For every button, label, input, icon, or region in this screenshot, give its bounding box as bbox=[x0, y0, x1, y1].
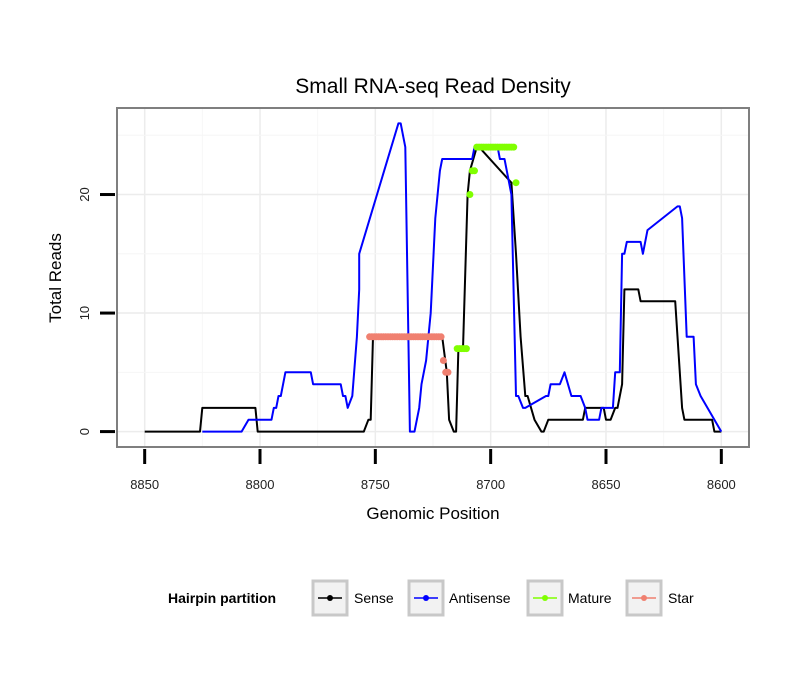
series-line-antisense bbox=[202, 122, 723, 433]
x-axis-title: Genomic Position bbox=[366, 504, 499, 523]
x-tick-label: 8650 bbox=[592, 477, 621, 492]
x-tick-label: 8800 bbox=[246, 477, 275, 492]
legend-label-antisense: Antisense bbox=[449, 590, 511, 606]
series-layer bbox=[144, 122, 723, 433]
plot-border bbox=[116, 107, 750, 448]
series-point-mature bbox=[466, 191, 474, 198]
y-tick-label: 20 bbox=[77, 187, 92, 201]
x-tick-label: 8600 bbox=[707, 477, 736, 492]
series-point-star bbox=[437, 333, 445, 341]
series-point-mature bbox=[512, 179, 520, 187]
series-point-mature bbox=[462, 345, 470, 353]
legend-label-mature: Mature bbox=[568, 590, 612, 606]
y-tick-label: 0 bbox=[77, 428, 92, 435]
legend-key-star-point bbox=[641, 595, 647, 601]
x-tick-label: 8750 bbox=[361, 477, 390, 492]
x-tick-label: 8700 bbox=[476, 477, 505, 492]
chart-title: Small RNA-seq Read Density bbox=[295, 75, 571, 98]
x-tick-label: 8850 bbox=[130, 477, 159, 492]
axes: 8850 8800 8750 8700 8650 8600 0 10 20 bbox=[77, 187, 736, 492]
legend-label-sense: Sense bbox=[354, 590, 394, 606]
legend-key-antisense-point bbox=[423, 595, 429, 601]
legend: Hairpin partition Sense Antisense Mature… bbox=[168, 579, 694, 617]
series-point-mature bbox=[510, 143, 518, 151]
series-point-star bbox=[439, 357, 447, 364]
series-point-mature bbox=[471, 167, 478, 175]
y-tick-label: 10 bbox=[77, 306, 92, 320]
legend-key-sense-point bbox=[327, 595, 333, 601]
legend-title: Hairpin partition bbox=[168, 590, 276, 606]
y-axis-title: Total Reads bbox=[46, 233, 65, 323]
series-point-star bbox=[444, 368, 452, 376]
legend-label-star: Star bbox=[668, 590, 694, 606]
legend-key-mature-point bbox=[542, 595, 548, 601]
